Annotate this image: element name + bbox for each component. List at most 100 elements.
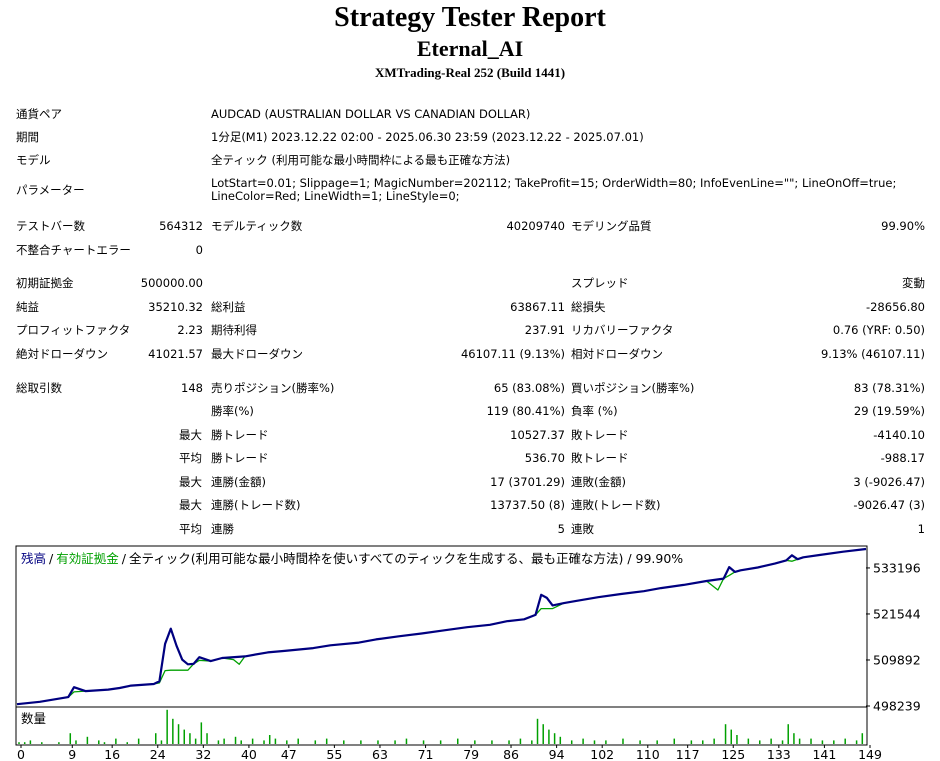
quality-value: 99.90% [881, 219, 925, 233]
avg-loss-label: 敗トレード [571, 451, 629, 465]
max-drawdown-value: 46107.11 (9.13%) [460, 347, 565, 361]
rel-drawdown-label: 相対ドローダウン [571, 347, 663, 361]
recovery-factor-label: リカバリーファクタ [571, 323, 674, 337]
main-panel-frame [15, 545, 868, 708]
period-value: 1分足(M1) 2023.12.22 02:00 - 2025.06.30 23… [211, 130, 644, 144]
x-tick-label: 55 [326, 747, 342, 761]
x-axis: 0 9 16 24 32 40 47 55 63 71 79 86 94 102 110 117 125 133 1… [17, 745, 882, 761]
x-tick-label: 71 [418, 747, 434, 761]
x-tick-label: 0 [17, 747, 25, 761]
avg-cons-wins-value: 5 [557, 522, 565, 536]
symbol-value: AUDCAD (AUSTRALIAN DOLLAR VS CANADIAN DO… [211, 107, 531, 121]
gross-loss-label: 総損失 [571, 300, 606, 314]
largest-label: 最大 [179, 428, 202, 442]
x-tick-label: 9 [68, 747, 76, 761]
x-tick-label: 133 [767, 747, 791, 761]
x-tick-label: 117 [676, 747, 700, 761]
avg-cons-label: 平均 [179, 522, 202, 536]
x-tick-label: 16 [104, 747, 120, 761]
model-label: モデル [16, 153, 51, 167]
net-profit-value: 35210.32 [148, 300, 203, 314]
max-cons-losses-value: 3 (-9026.47) [853, 475, 925, 489]
x-tick-label: 86 [503, 747, 519, 761]
rel-drawdown-value: 9.13% (46107.11) [820, 347, 925, 361]
x-tick-label: 63 [372, 747, 388, 761]
errors-value: 0 [195, 243, 203, 257]
y-axis: 533196 521544 509892 498239 [866, 560, 921, 714]
period-label: 期間 [16, 130, 39, 144]
ea-name: Eternal_AI [416, 36, 524, 61]
short-positions-value: 65 (83.08%) [493, 381, 565, 395]
max-cons-wins-value: 17 (3701.29) [490, 475, 565, 489]
params-value: LotStart=0.01; Slippage=1; MagicNumber=2… [211, 176, 897, 203]
long-positions-value: 83 (78.31%) [853, 381, 925, 395]
legend-sep-2: / [122, 551, 127, 566]
y-tick-label: 521544 [873, 606, 921, 621]
largest-win-label: 勝トレード [211, 428, 269, 442]
x-tick-label: 94 [549, 747, 565, 761]
legend-sep-1: / [49, 551, 54, 566]
net-profit-label: 純益 [16, 300, 39, 314]
largest-loss-label: 敗トレード [571, 428, 629, 442]
legend-description: 全ティック(利用可能な最小時間枠を使いすべてのティックを生成する、最も正確な方法… [129, 551, 683, 566]
x-tick-label: 47 [281, 747, 297, 761]
avg-cons-losses-value: 1 [917, 522, 925, 536]
avg-win-value: 536.70 [524, 451, 565, 465]
y-tick-label: 498239 [873, 699, 921, 714]
ticks-label: モデルティック数 [211, 219, 303, 233]
x-tick-label: 102 [590, 747, 614, 761]
max-cons-profit-label: 連勝(トレード数) [211, 498, 301, 512]
max-cons-loss-label: 連敗(トレード数) [571, 498, 661, 512]
legend-balance: 残高 [21, 551, 46, 566]
profit-factor-label: プロフィットファクタ [16, 323, 131, 337]
deposit-value: 500000.00 [140, 276, 203, 290]
legend-equity: 有効証拠金 [56, 551, 119, 566]
x-tick-label: 79 [463, 747, 479, 761]
x-tick-label: 149 [858, 747, 882, 761]
spread-value: 変動 [902, 276, 925, 290]
x-tick-label: 24 [150, 747, 166, 761]
spread-label: スプレッド [571, 276, 629, 290]
series-lines [16, 547, 867, 706]
max-cons-profit-value: 13737.50 (8) [490, 498, 565, 512]
chart-legend: 残高 / 有効証拠金 / 全ティック(利用可能な最小時間枠を使いすべてのティックを生成す… [21, 551, 683, 566]
volume-panel-frame [15, 706, 868, 746]
abs-drawdown-value: 41021.57 [148, 347, 203, 361]
avg-cons-losses-label: 連敗 [571, 522, 594, 536]
quality-label: モデリング品質 [571, 219, 652, 233]
deposit-label: 初期証拠金 [16, 276, 74, 290]
bars-value: 564312 [159, 219, 203, 233]
ticks-value: 40209740 [506, 219, 565, 233]
max-drawdown-label: 最大ドローダウン [211, 347, 303, 361]
x-tick-label: 141 [812, 747, 836, 761]
max-cons-loss-value: -9026.47 (3) [853, 498, 925, 512]
maximum-label: 最大 [179, 475, 202, 489]
errors-label: 不整合チャートエラー [16, 243, 131, 257]
y-tick-label: 533196 [873, 560, 921, 575]
maximal-label: 最大 [179, 498, 202, 512]
balance-line [16, 547, 867, 706]
expected-payoff-label: 期待利得 [211, 323, 257, 337]
long-positions-label: 買いポジション(勝率%) [571, 381, 695, 395]
gross-loss-value: -28656.80 [865, 300, 925, 314]
loss-rate-label: 負率 (%) [571, 404, 618, 418]
volume-label: 数量 [21, 711, 46, 726]
x-tick-label: 125 [721, 747, 745, 761]
model-value: 全ティック (利用可能な最小時間枠による最も正確な方法) [211, 153, 511, 167]
symbol-label: 通貨ペア [16, 107, 62, 121]
largest-loss-value: -4140.10 [873, 428, 925, 442]
bars-label: テストバー数 [16, 219, 85, 233]
x-tick-label: 32 [195, 747, 211, 761]
avg-loss-value: -988.17 [880, 451, 925, 465]
volume-bars [18, 709, 864, 744]
x-tick-label: 40 [241, 747, 257, 761]
abs-drawdown-label: 絶対ドローダウン [16, 347, 108, 361]
max-cons-losses-label: 連敗(金額) [571, 475, 626, 489]
params-label: パラメーター [16, 183, 85, 197]
report-title: Strategy Tester Report [334, 2, 606, 33]
loss-rate-value: 29 (19.59%) [853, 404, 925, 418]
profit-factor-value: 2.23 [177, 323, 203, 337]
short-positions-label: 売りポジション(勝率%) [211, 381, 335, 395]
total-trades-value: 148 [181, 381, 203, 395]
